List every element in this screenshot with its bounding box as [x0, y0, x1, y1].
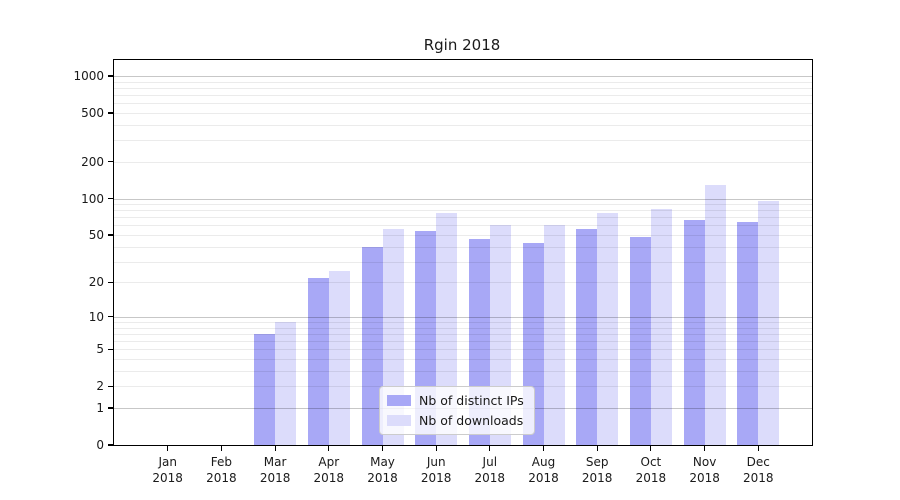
bar-downloads-oct: [650, 209, 672, 445]
legend-label: Nb of downloads: [419, 413, 524, 428]
x-axis-tick-label: Jan 2018: [152, 455, 183, 485]
x-axis-tick-label: May 2018: [367, 455, 398, 485]
bar-ips-sep: [576, 229, 598, 445]
y-axis-tick-mark: [107, 161, 113, 163]
y-axis-tick-label: 2: [96, 379, 104, 394]
x-axis-tick-mark: [650, 446, 652, 452]
bar-downloads-nov: [704, 184, 726, 445]
y-axis-tick-label: 500: [81, 106, 104, 120]
x-axis-tick-mark: [328, 446, 330, 452]
bar-ips-dec: [737, 222, 759, 445]
x-axis-tick-label: Nov 2018: [689, 455, 720, 485]
legend-swatch-icon: [387, 415, 411, 426]
legend-item: Nb of distinct IPs: [387, 393, 524, 408]
x-axis-tick-mark: [596, 446, 598, 452]
x-axis-tick-mark: [704, 446, 706, 452]
gridline-minor: [114, 95, 812, 96]
x-axis-tick-mark: [274, 446, 276, 452]
gridline-minor: [114, 81, 812, 83]
bar-ips-apr: [307, 277, 329, 445]
gridline-minor: [114, 161, 812, 163]
y-axis-tick-label: 100: [81, 191, 104, 206]
y-axis-tick-label: 0: [96, 438, 104, 452]
legend: Nb of distinct IPs Nb of downloads: [379, 386, 535, 435]
y-axis-tick-label: 50: [88, 228, 104, 242]
bar-downloads-mar: [275, 322, 297, 445]
plot-area: Nb of distinct IPs Nb of downloads 0 1 2 5 10…: [73, 59, 813, 485]
y-axis-tick-label: 200: [81, 154, 104, 169]
chart-title: Rgin 2018: [423, 36, 501, 54]
y-axis-tick-mark: [107, 75, 113, 77]
x-axis-tick-label: Feb 2018: [206, 455, 237, 485]
y-axis-tick-mark: [107, 316, 113, 318]
y-axis-tick-mark: [107, 112, 113, 114]
y-axis-tick-mark: [107, 197, 113, 200]
y-axis-tick-label: 1: [96, 401, 104, 415]
x-axis-tick-label: Mar 2018: [259, 455, 291, 485]
legend-label: Nb of distinct IPs: [419, 393, 524, 408]
x-axis-tick-label: Jul 2018: [474, 455, 506, 485]
bar-downloads-sep: [597, 213, 619, 445]
y-axis-tick-mark: [107, 234, 113, 236]
x-axis-tick-label: Aug 2018: [528, 455, 559, 485]
x-axis-tick-mark: [381, 446, 384, 452]
bar-ips-may: [361, 246, 383, 445]
x-axis-tick-mark: [757, 446, 759, 452]
y-axis-tick-label: 20: [88, 275, 104, 290]
bar-ips-nov: [683, 219, 705, 445]
y-axis-tick-label: 10: [88, 309, 104, 324]
y-axis-tick-label: 5: [96, 342, 104, 357]
x-axis-tick-label: Jun 2018: [420, 455, 452, 485]
y-axis-tick-mark: [107, 385, 113, 387]
legend-swatch-icon: [387, 395, 411, 406]
bar-downloads-dec: [758, 200, 780, 445]
x-axis-tick-mark: [435, 446, 437, 452]
x-axis-tick-mark: [220, 446, 222, 452]
bar-downloads-aug: [543, 224, 565, 445]
x-axis-tick-mark: [542, 446, 545, 452]
y-axis-tick-mark: [107, 281, 113, 283]
y-axis-tick-mark: [107, 348, 113, 350]
bar-downloads-apr: [328, 271, 350, 445]
legend-item: Nb of downloads: [387, 413, 524, 428]
bar-ips-oct: [629, 237, 651, 445]
gridline-minor: [114, 87, 812, 89]
gridline-minor: [114, 103, 812, 105]
y-axis-tick-mark: [107, 407, 113, 409]
x-axis-tick-label: Apr 2018: [313, 455, 345, 485]
gridline-minor: [114, 124, 812, 126]
x-axis-tick-label: Sep 2018: [581, 455, 613, 485]
gridline-minor: [114, 140, 812, 142]
y-axis-tick-label: 1000: [73, 69, 104, 83]
y-axis-tick-mark: [107, 444, 113, 446]
x-axis-tick-label: Dec 2018: [743, 455, 774, 485]
gridline-minor: [114, 113, 812, 114]
x-axis-tick-mark: [167, 446, 169, 452]
x-axis-tick-label: Oct 2018: [635, 455, 667, 485]
gridline-major: [114, 76, 812, 77]
bar-ips-mar: [254, 333, 276, 445]
x-axis-tick-mark: [489, 446, 491, 452]
